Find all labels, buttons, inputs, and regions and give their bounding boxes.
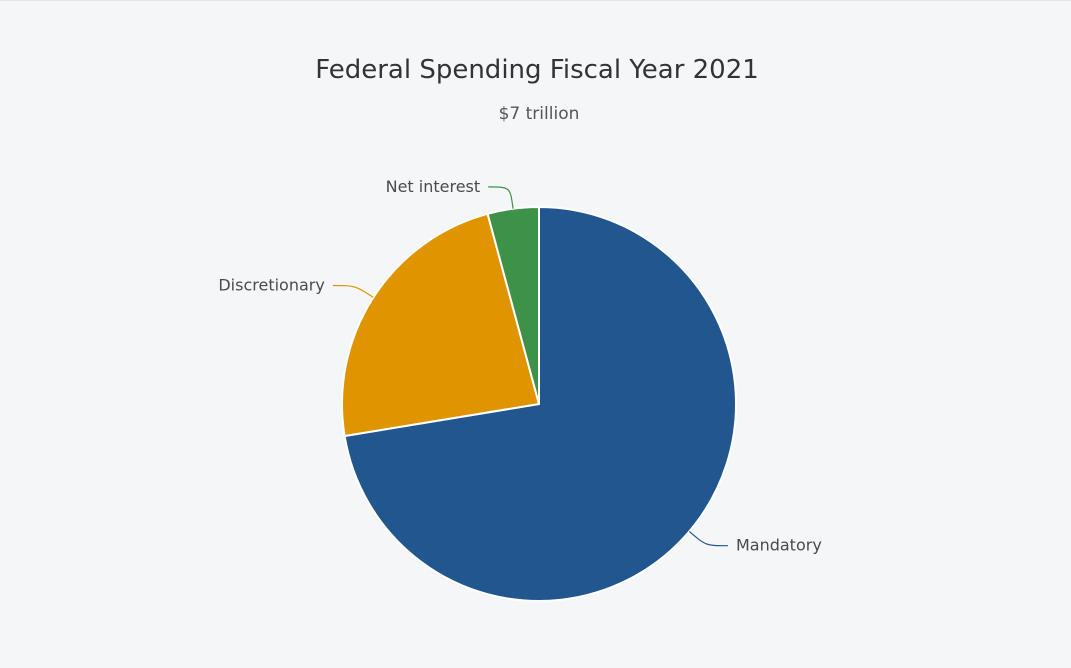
chart-title: Federal Spending Fiscal Year 2021: [315, 55, 759, 85]
label-connectors: [332, 186, 728, 547]
slice-label-mandatory: Mandatory: [736, 536, 822, 555]
pie-slice-discretionary[interactable]: [341, 212, 540, 438]
slice-label-discretionary: Discretionary: [218, 275, 324, 294]
pie-slice-mandatory[interactable]: [343, 206, 737, 602]
slice-label-net-interest: Net interest: [386, 177, 481, 196]
connector-net-interest: [488, 186, 514, 209]
top-border: [0, 0, 1071, 1]
pie-slices: [341, 206, 737, 602]
chart-subtitle: $7 trillion: [499, 104, 580, 124]
connector-mandatory: [688, 531, 728, 547]
pie-slice-net-interest[interactable]: [486, 206, 540, 405]
connector-discretionary: [332, 284, 374, 298]
slice-labels: Mandatory Discretionary Net interest: [218, 177, 821, 555]
